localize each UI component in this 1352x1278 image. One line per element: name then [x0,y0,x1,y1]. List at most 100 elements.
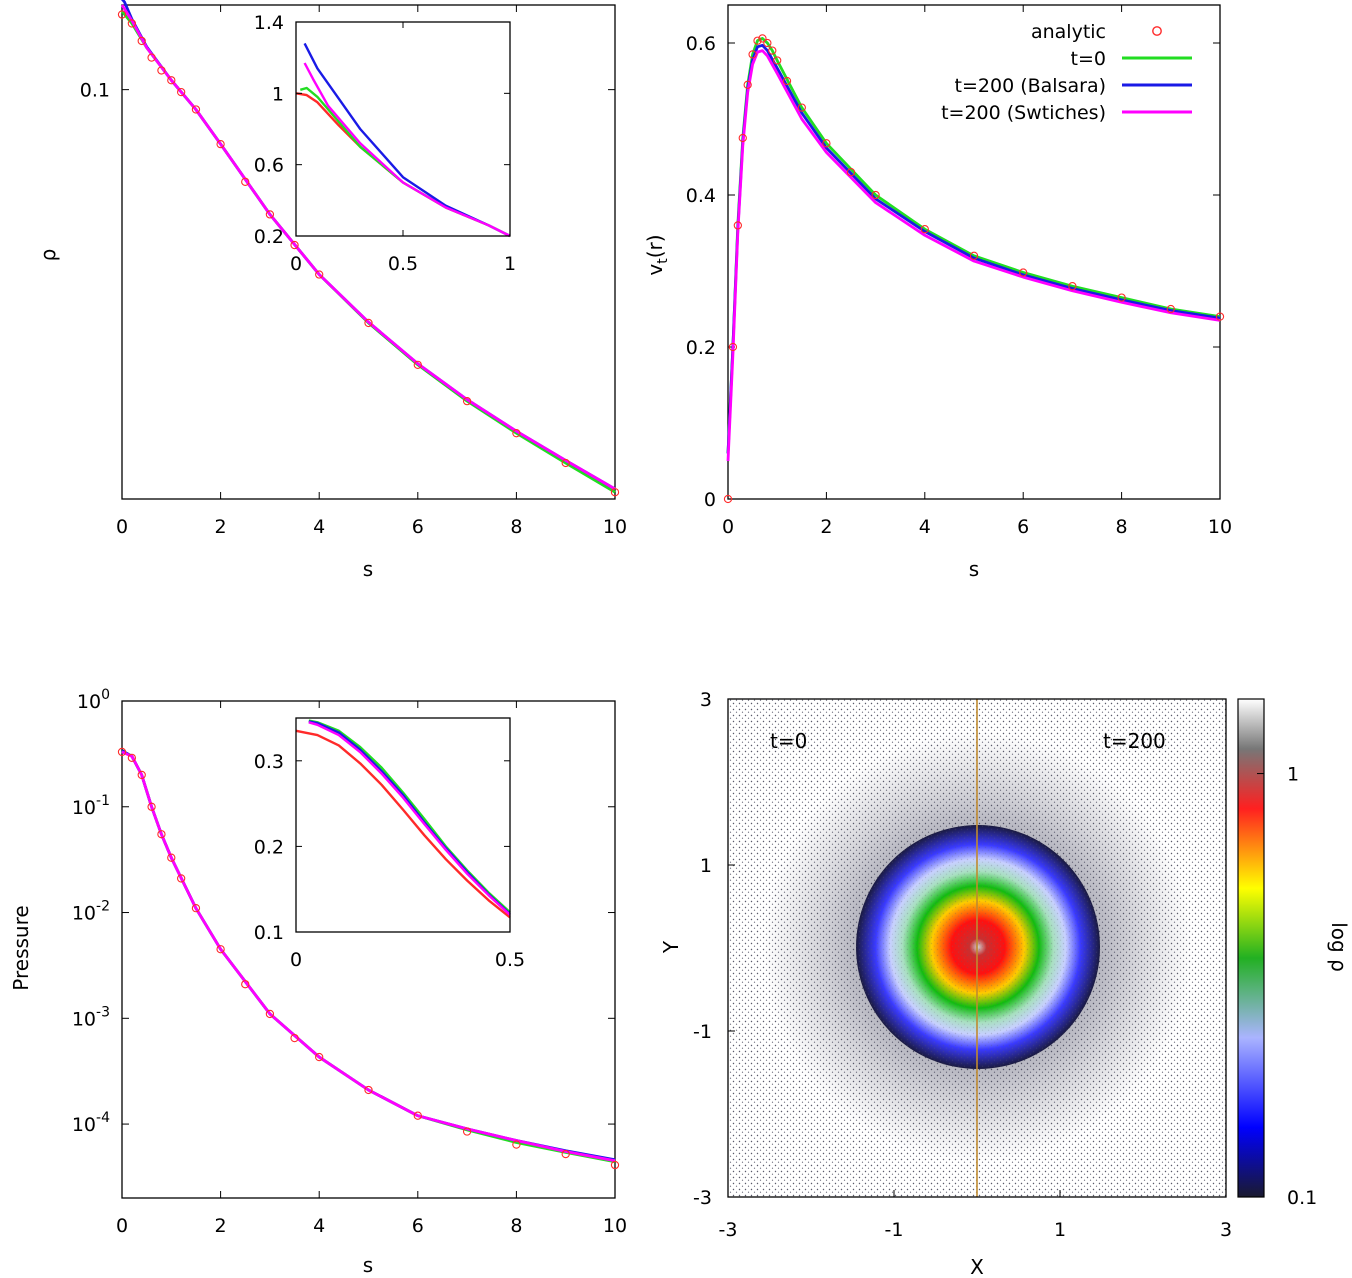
analytic-point [157,830,166,839]
colorbar-tick-label: 0.1 [1287,1187,1317,1209]
analytic-point [191,105,201,114]
inset-y-tick-label: 1.4 [254,12,284,34]
inset-x-tick-label: 0.5 [495,949,525,971]
map-y-tick-label: -3 [693,1187,712,1209]
velocity-series [723,34,1225,504]
inset-x-tick-label: 0 [290,253,302,275]
map-x-tick-label: 3 [1220,1219,1232,1241]
pressure-inset-series [295,719,511,919]
analytic-point [462,1127,472,1136]
y-tick-label: 0.4 [686,185,716,207]
inset-series-t-200-swtiches [303,62,511,238]
analytic-point [167,853,176,862]
annotation-t200: t=200 [1103,729,1166,753]
analytic-point [413,360,422,369]
y-tick-exponent: 0 [101,687,110,703]
map-x-tick-label: -3 [719,1219,738,1241]
velocity-plot-frame [727,4,1221,500]
analytic-point [797,103,806,112]
density-series [117,0,620,497]
analytic-point [728,342,738,352]
analytic-point [290,240,299,250]
inset-series-analytic [295,729,511,919]
analytic-point [723,494,733,504]
analytic-point [871,190,880,200]
map-y-tick-label: 3 [700,689,712,711]
analytic-point [413,1111,422,1120]
analytic-point [1166,304,1175,314]
y-tick-base: 10 [72,903,96,925]
x-tick-label: 8 [1116,516,1128,538]
x-tick-label: 4 [919,516,931,538]
analytic-point [462,396,472,406]
analytic-point [1019,268,1028,277]
y-tick-exponent: -1 [96,793,110,809]
pressure-xlabel: s [363,1253,373,1277]
x-tick-label: 4 [313,1215,325,1237]
y-tick-label: 10-4 [72,1110,110,1136]
y-tick-label: 100 [77,687,110,713]
inset-y-tick-label: 0.2 [254,836,284,858]
inset-series-t-200-swtiches [308,721,511,916]
y-tick-exponent: -3 [96,1004,110,1020]
density-xlabel: s [363,557,373,581]
density-plot-frame [121,4,616,500]
x-tick-label: 10 [1208,516,1232,538]
velocity-ylabel: vt(r) [643,234,671,275]
x-tick-label: 10 [603,1215,627,1237]
inset-x-tick-label: 0.5 [388,253,418,275]
legend-marker-analytic [1152,26,1162,36]
velocity-legend: analytic t=0 t=200 (Balsara) t=200 (Swtiche… [941,21,1192,124]
y-tick-label: 0.2 [686,337,716,359]
analytic-point [290,1033,299,1043]
colorbar-label: log ρ [1327,922,1351,972]
inset-y-tick-label: 1 [272,83,284,105]
analytic-point [216,945,225,954]
map-x-tick-label: 1 [1054,1219,1066,1241]
analytic-point [364,318,373,328]
analytic-point [1215,312,1225,321]
y-tick-base: 10 [72,1114,96,1136]
density-map-xlabel: X [970,1255,984,1278]
x-tick-label: 0 [116,1215,128,1237]
density-map-axis-ticks: -3 -1 1 3 -3 -1 1 3 [693,689,1232,1241]
series-t-0 [726,37,1221,454]
analytic-point [822,139,831,148]
analytic-point [117,747,127,757]
y-tick-label: 10-1 [72,793,110,819]
density-panel: 0 2 4 6 8 10 0.1 ρ s 0 0.5 1 0.2 0.6 1 1.4 [36,0,627,581]
analytic-point [753,36,762,45]
colorbar-ticks: 0.11 [1257,764,1317,1209]
legend-label-t-0: t=0 [1071,48,1106,70]
analytic-point [177,87,186,97]
y-tick-exponent: -4 [96,1110,110,1126]
inset-y-tick-label: 0.2 [254,226,284,248]
map-y-tick-label: -1 [693,1021,712,1043]
density-ylabel: ρ [36,249,60,262]
legend-label-analytic: analytic [1031,21,1106,43]
analytic-point [969,251,979,260]
inset-y-tick-label: 0.3 [254,751,284,773]
y-tick-label: 0 [704,489,716,511]
analytic-point [241,177,250,186]
analytic-point [241,980,250,989]
y-tick-label: 10-2 [72,899,110,925]
x-tick-label: 2 [215,1215,227,1237]
y-tick-label: 0.6 [686,33,716,55]
analytic-point [733,221,742,230]
legend-label-t-200-swtiches: t=200 (Swtiches) [941,102,1106,124]
density-axis-ticks: 0 2 4 6 8 100.1 [80,5,627,538]
x-tick-label: 8 [510,516,522,538]
analytic-point [265,210,275,219]
series-t-200-swtiches [121,750,616,1163]
map-x-tick-label: -1 [885,1219,904,1241]
x-tick-label: 2 [820,516,832,538]
analytic-point [147,53,156,62]
velocity-ylabel-suffix: (r) [643,234,667,258]
density-inset-series [295,42,511,238]
x-tick-label: 6 [412,516,424,538]
colorbar-gradient [1237,698,1265,1198]
pressure-series [117,747,620,1170]
